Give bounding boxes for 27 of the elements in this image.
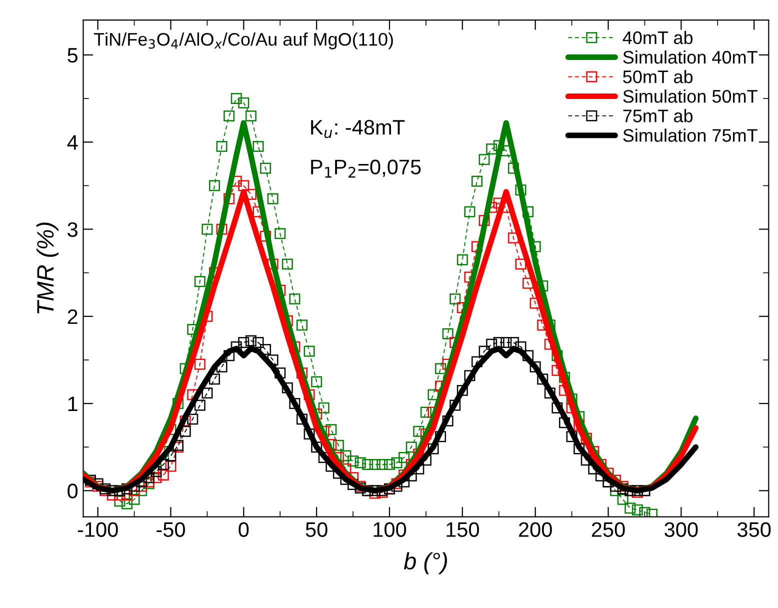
legend-label: 75mT ab (623, 109, 693, 122)
y-tick-label: 2 (68, 309, 78, 324)
x-tick-label: 50 (306, 522, 328, 537)
legend-label: Simulation 40mT (623, 50, 758, 64)
x-tick-label: 0 (238, 522, 249, 537)
y-tick-label: 3 (68, 222, 78, 237)
annotation: P$_{1}$P$_{2}$=0,075 (311, 160, 421, 178)
x-tick-label: 250 (592, 522, 625, 537)
y-tick-label: 0 (68, 484, 78, 498)
legend-label: 40mT ab (622, 30, 693, 44)
annotation: K$_{u}$: -48mT (311, 120, 405, 138)
x-tick-label: 350 (737, 522, 771, 537)
x-tick-label: -100 (78, 522, 118, 537)
legend-label: Simulation 75mT (623, 128, 758, 142)
x-tick-label: 200 (519, 522, 552, 537)
x-tick-label: 150 (446, 522, 479, 537)
x-tick-label: 300 (664, 522, 698, 537)
x-tick-label: -50 (156, 522, 185, 537)
annotation: TiN/Fe$_{3}$O$_{4}$/AlO$_{x}$/Co/Au auf MgO(110) (94, 32, 393, 50)
legend-label: 50mT ab (623, 70, 693, 84)
x-axis-title: b (°) (404, 552, 447, 574)
legend-label: Simulation 50mT (623, 90, 758, 103)
y-tick-label: 4 (67, 135, 78, 150)
y-axis-title: TMR (%) (36, 222, 58, 314)
y-tick-label: 5 (68, 48, 78, 63)
y-tick-label: 1 (68, 396, 78, 412)
x-tick-label: 100 (374, 522, 406, 537)
